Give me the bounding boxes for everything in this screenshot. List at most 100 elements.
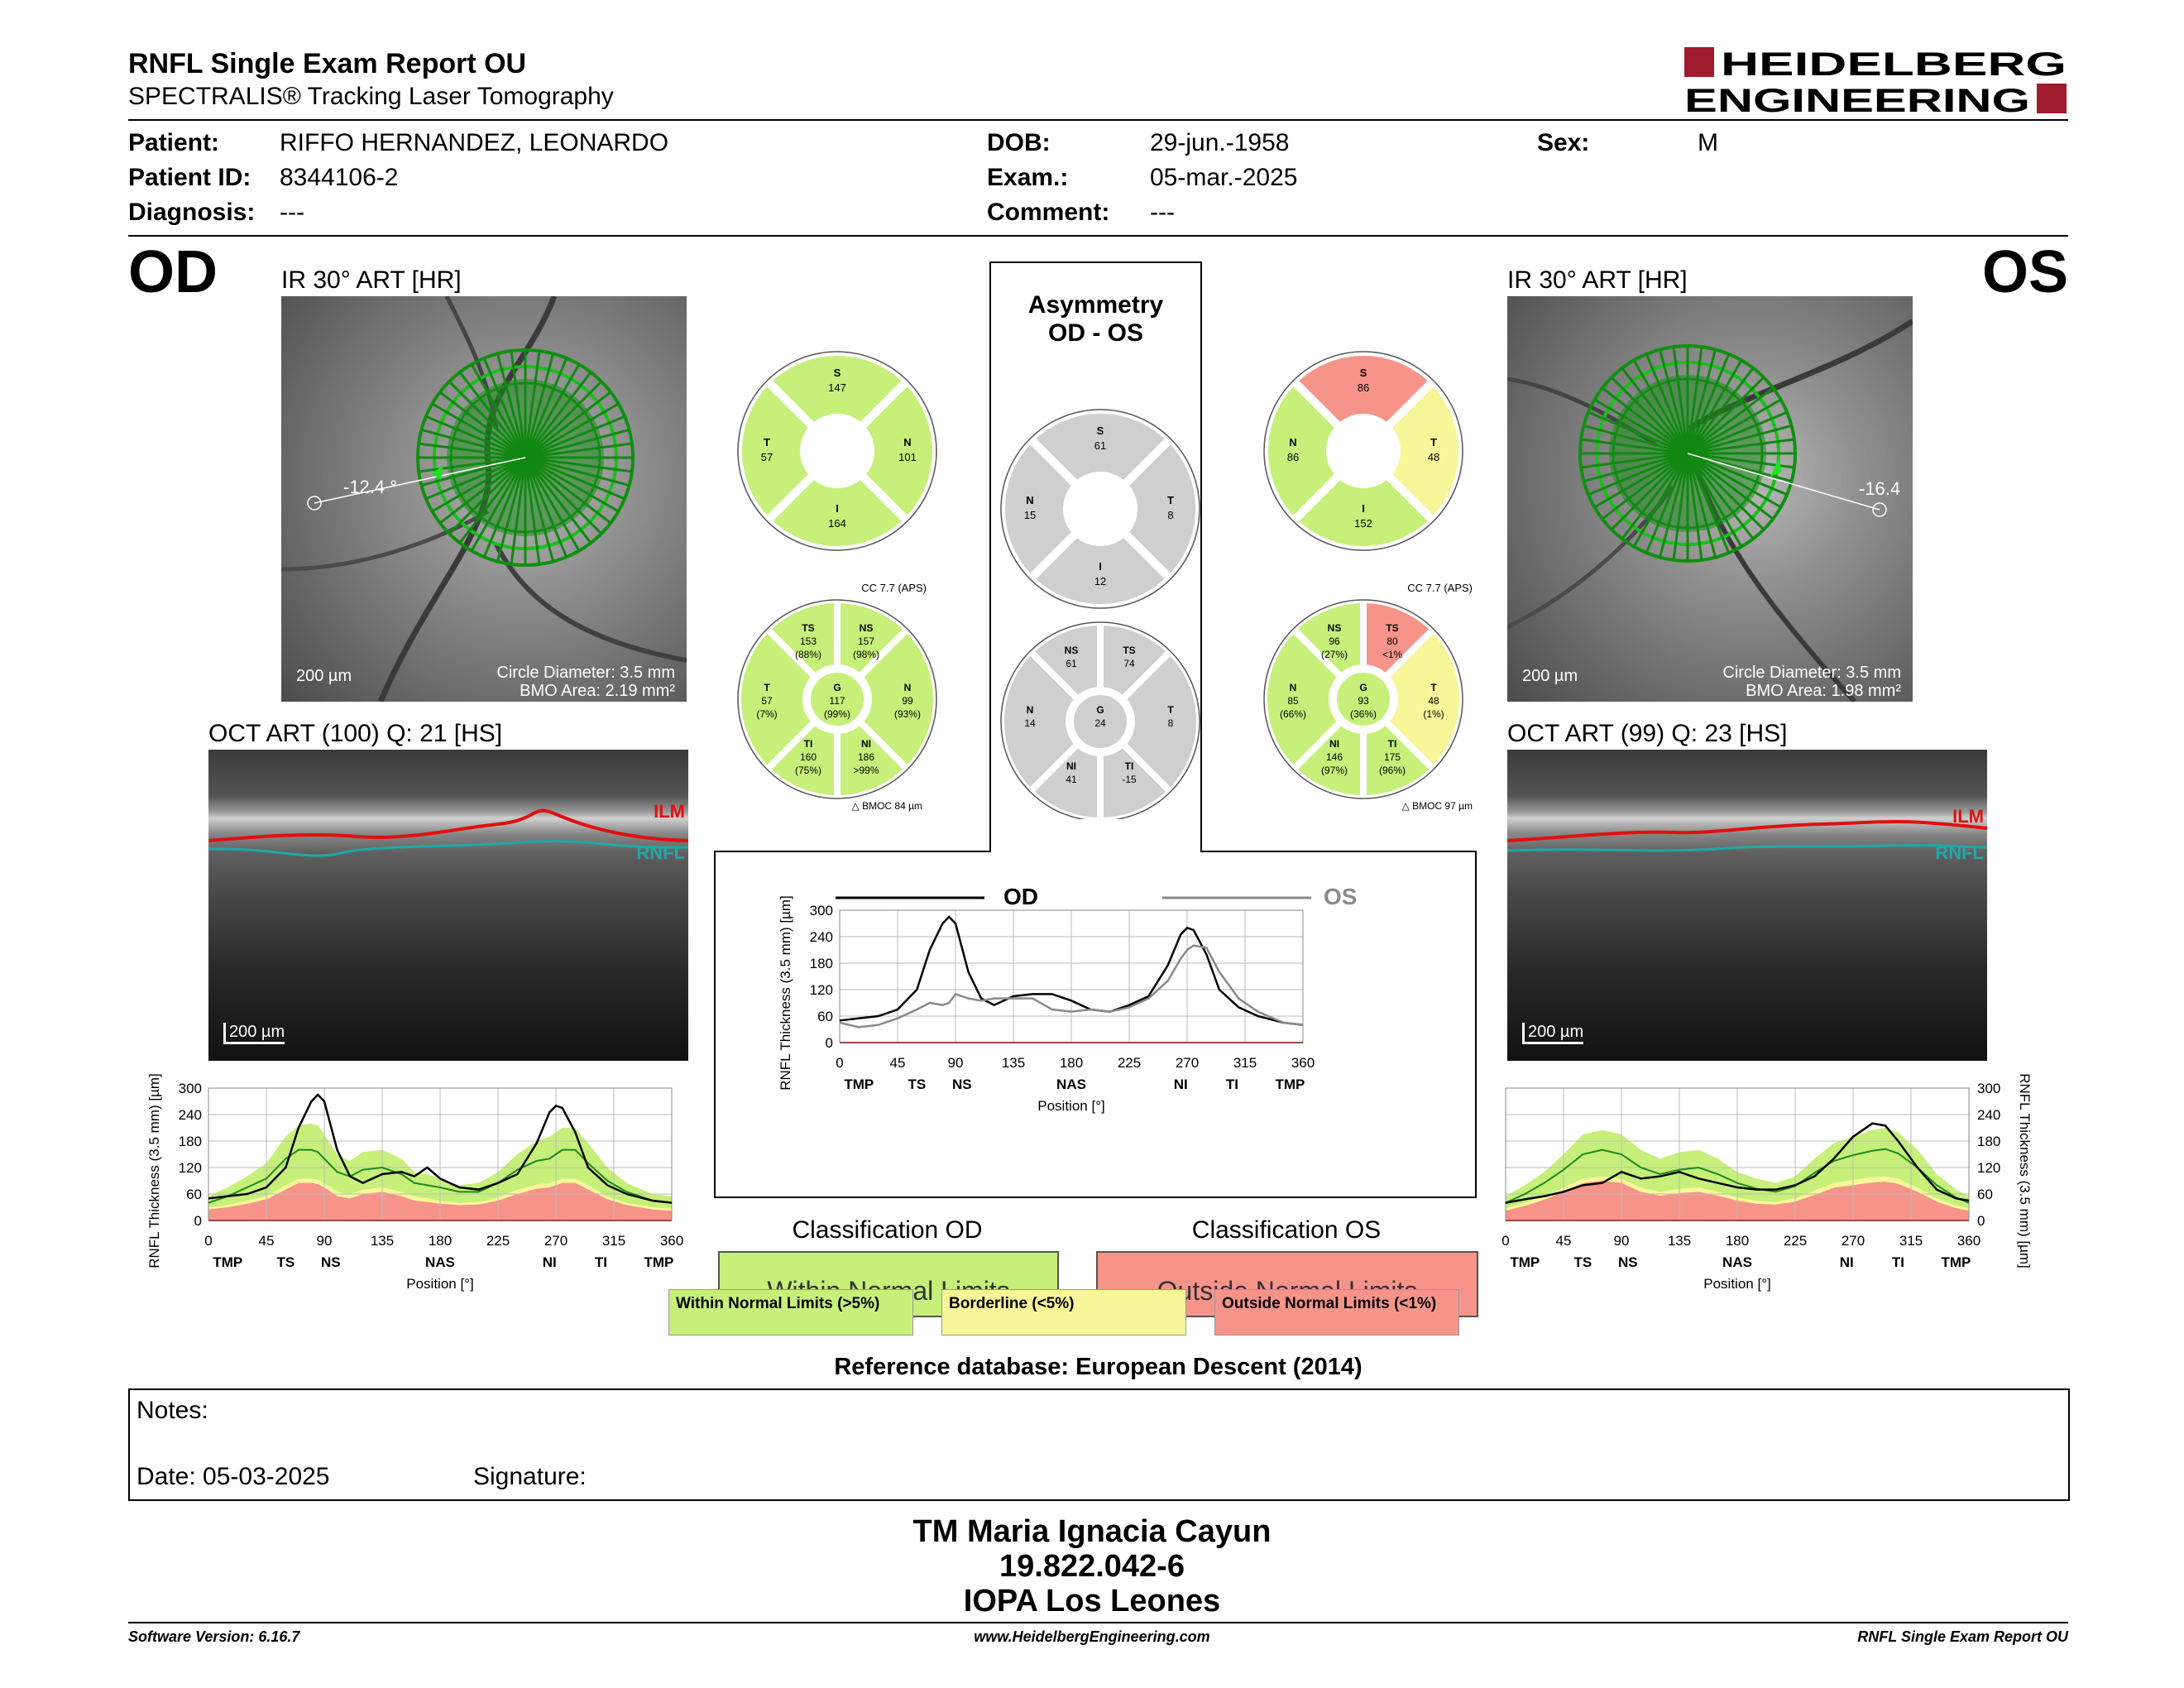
heidelberg-logo: HEIDELBERG ENGINEERING [1684, 46, 2067, 116]
asym-chart-ylabel: RNFL Thickness (3.5 mm) [µm] [778, 895, 793, 1091]
exam-label: Exam.: [987, 164, 1069, 191]
os-tsnit-chart: 300 240 180 120 60 0 0 45 90 135 180 225 270 315 360 TM… [1502, 1073, 2033, 1292]
spoke-line [1687, 452, 1788, 496]
od-6-value-g: 117 [829, 695, 845, 707]
os-chart-ytick: 120 [1977, 1160, 2000, 1176]
spoke-line [1593, 452, 1688, 509]
spoke-line [1601, 452, 1688, 520]
spoke-line [1632, 453, 1689, 548]
od-chart-ytick: 60 [186, 1187, 202, 1202]
asymmetry-title: Asymmetry OD - OS [990, 291, 1201, 348]
asym-6-value-t: 8 [1168, 717, 1174, 729]
os-ilm-label: ILM [1952, 806, 1984, 827]
os-circle-diameter: Circle Diameter: 3.5 mm [1722, 664, 1901, 682]
od-4-dial-outline [737, 351, 937, 551]
spoke-line [524, 457, 581, 552]
od-tsnit-chart: 300 240 180 120 60 00 45 90 135 180 225 270 315 360 TM… [146, 1073, 683, 1292]
os-chart-xtick: 45 [1556, 1233, 1572, 1249]
spoke-line [458, 457, 527, 544]
os-chart-ytick: 0 [1977, 1213, 1985, 1229]
od-6-label-ns: NS [860, 622, 874, 634]
os-chart-xtick: 225 [1784, 1233, 1807, 1249]
spoke-line [524, 391, 612, 459]
os-6-pct-n: (66%) [1280, 708, 1306, 720]
spoke-line [1580, 452, 1688, 469]
od-6-value-ts: 153 [800, 635, 817, 647]
diagnosis-label: Diagnosis: [128, 199, 256, 226]
od-chart-series-0 [208, 1093, 673, 1204]
od-6-dial-outline [737, 599, 937, 799]
asym-6-label-ns: NS [1065, 645, 1079, 656]
os-chart-ylabel: RNFL Thickness (3.5 mm) [µm] [2017, 1073, 2033, 1268]
asym-chart-series-os [839, 944, 1304, 1029]
spoke-line [1686, 359, 1743, 454]
spoke-line [1593, 398, 1688, 455]
asym-chart-ytick: 0 [826, 1035, 833, 1051]
spoke-line [421, 428, 526, 459]
spoke-line [1686, 453, 1755, 540]
od-oct-image: ILM RNFL 200 µm [208, 750, 688, 1061]
asym-chart-xtick: 270 [1176, 1055, 1199, 1071]
exam-value: 05-mar.-2025 [1150, 164, 1298, 191]
spoke-line [1686, 367, 1755, 454]
os-6-value-t: 48 [1428, 695, 1439, 707]
os-classification-title: Classification OS [1191, 1216, 1382, 1244]
patient-label: Patient: [128, 129, 220, 156]
asym-6-value-g: 24 [1094, 717, 1106, 729]
od-fundus-image: -12.4 ° 200 µm Circle Diameter: 3.5 mm B… [281, 296, 687, 702]
os-ir-caption: IR 30° ART [HR] [1507, 266, 1688, 294]
od-chart-sector-tick: NAS [425, 1254, 455, 1270]
spoke-line [1632, 359, 1689, 454]
asymmetry-panel [714, 261, 1477, 1198]
asym-chart-sector-tick: NI [1174, 1077, 1188, 1092]
os-6-value-ns: 96 [1329, 635, 1340, 647]
od-6-value-t: 57 [761, 695, 773, 707]
logo-line2: ENGINEERING [1684, 83, 2030, 116]
os-4-label-i: I [1362, 502, 1365, 515]
os-4-label-n: N [1289, 436, 1296, 448]
os-4-value-n: 86 [1287, 451, 1299, 463]
spoke-line [524, 457, 541, 565]
signer-id: 19.822.042-6 [999, 1549, 1185, 1584]
od-4-label-n: N [903, 436, 911, 448]
asym-4-value-n: 15 [1024, 509, 1036, 521]
asym-chart-xtick: 315 [1233, 1055, 1257, 1071]
os-6-label-t: T [1430, 682, 1437, 693]
od-6-label-ts: TS [802, 622, 814, 634]
asymmetry-title-line2: OD - OS [1047, 319, 1143, 347]
sex-value: M [1698, 129, 1718, 156]
spoke-line [524, 457, 555, 562]
os-4-label-t: T [1430, 436, 1437, 448]
os-chart-sector-tick: NS [1618, 1254, 1638, 1270]
spoke-line [438, 456, 526, 525]
od-4-value-t: 57 [761, 451, 773, 463]
od-chart-ylabel: RNFL Thickness (3.5 mm) [µm] [146, 1073, 162, 1268]
os-chart-xtick: 135 [1668, 1233, 1691, 1249]
os-6-pct-g: (36%) [1350, 708, 1377, 720]
os-6-pct-ns: (27%) [1321, 649, 1348, 660]
spoke-line [524, 353, 555, 458]
asymmetry-tsnit-chart: 300 240 180 120 60 00 45 90 135 180 225 270 315 360 TM… [778, 884, 1357, 1114]
asym-4-label-n: N [1026, 494, 1033, 506]
diagnosis-value: --- [280, 199, 304, 226]
os-6-pct-ts: <1% [1382, 649, 1403, 660]
spoke-line [438, 391, 526, 459]
os-bmo-area: BMO Area: 1.98 mm² [1746, 682, 1901, 700]
asym-4-label-s: S [1097, 424, 1104, 437]
asym-4-dial-outline [1000, 409, 1200, 609]
asym-chart-sector-tick: TMP [1275, 1077, 1305, 1092]
asym-chart-ytick: 240 [810, 929, 833, 945]
os-fundus-image: -16.4 200 µm Circle Diameter: 3.5 mm BMO… [1507, 296, 1913, 702]
od-chart-xtick: 45 [259, 1233, 275, 1249]
spoke-line [524, 350, 541, 458]
od-6-pct-ti: (75%) [795, 765, 821, 776]
spoke-line [1687, 386, 1774, 455]
spoke-line [1687, 424, 1792, 455]
os-chart-normal-median [1505, 1148, 1970, 1204]
os-6-label-g: G [1359, 682, 1367, 693]
od-4-value-i: 164 [828, 517, 846, 530]
asym-chart-xtick: 0 [836, 1055, 843, 1071]
dob-value: 29-jun.-1958 [1150, 129, 1290, 156]
spoke-line [482, 357, 527, 458]
notes-label: Notes: [136, 1397, 208, 1424]
